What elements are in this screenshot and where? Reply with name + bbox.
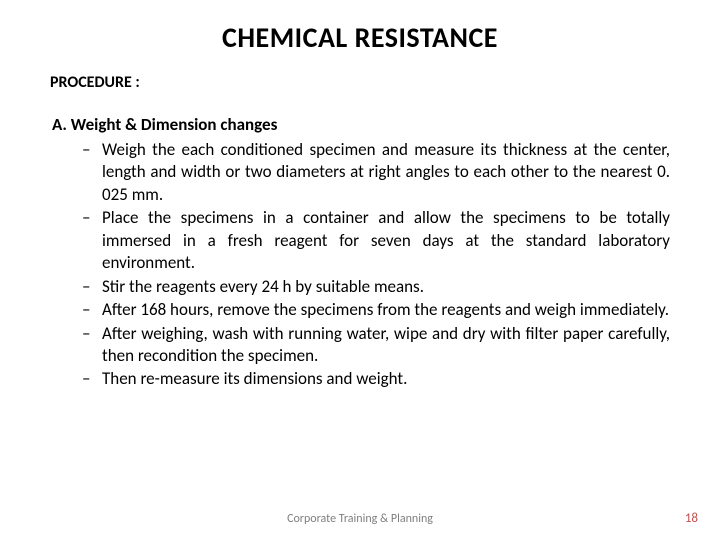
slide: CHEMICAL RESISTANCE PROCEDURE : A. Weigh… <box>0 0 720 540</box>
list-item: After weighing, wash with running water,… <box>102 323 670 368</box>
list-item: Stir the reagents every 24 h by suitable… <box>102 276 670 298</box>
page-number: 18 <box>685 511 698 526</box>
list-item: Weigh the each conditioned specimen and … <box>102 139 670 206</box>
bullet-list: Weigh the each conditioned specimen and … <box>50 139 670 391</box>
list-item: Then re-measure its dimensions and weigh… <box>102 368 670 390</box>
footer-text: Corporate Training & Planning <box>0 512 720 526</box>
section-label: PROCEDURE : <box>50 73 670 92</box>
subsection-heading: A. Weight & Dimension changes <box>52 114 670 135</box>
list-item: After 168 hours, remove the specimens fr… <box>102 299 670 321</box>
list-item: Place the specimens in a container and a… <box>102 207 670 274</box>
page-title: CHEMICAL RESISTANCE <box>50 20 670 55</box>
